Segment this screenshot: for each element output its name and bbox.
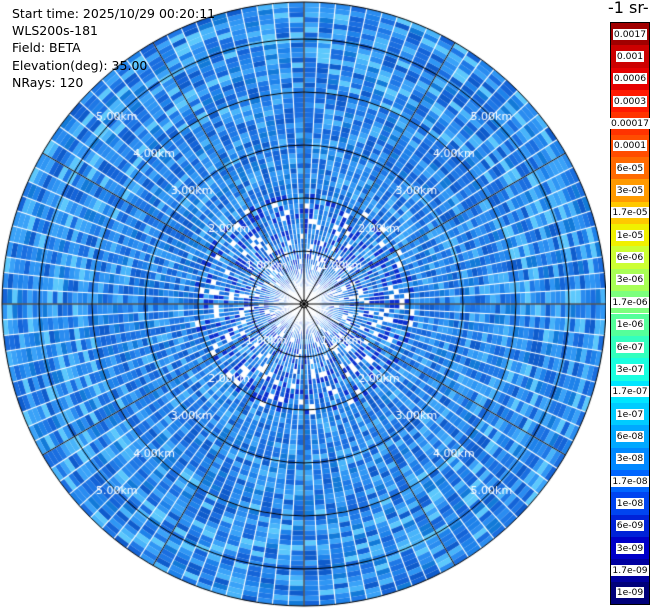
colorbar-level-label: 3e-09	[615, 542, 645, 554]
colorbar-level-label: 1.7e-08	[611, 475, 649, 487]
colorbar-level-label: 6e-07	[615, 341, 645, 353]
colorbar-level-label: 6e-08	[615, 430, 645, 442]
colorbar-level: 6e-05	[611, 157, 649, 180]
colorbar-level-label: 1.7e-07	[611, 386, 649, 398]
colorbar-unit-label: -1 sr-	[606, 0, 649, 17]
colorbar-level-label: 0.0006	[612, 73, 648, 85]
colorbar-level-label: 3e-05	[615, 185, 645, 197]
colorbar-level: 0.0017	[611, 23, 649, 46]
colorbar-level: 1e-08	[611, 492, 649, 515]
colorbar-level: 0.0003	[611, 90, 649, 113]
colorbar-level: 3e-06	[611, 268, 649, 292]
colorbar-level-label: 1.7e-06	[611, 296, 649, 308]
colorbar-level-label: 1e-09	[615, 587, 645, 599]
colorbar-level-label: 0.001	[615, 51, 645, 63]
colorbar-level: 0.0006	[611, 67, 649, 91]
colorbar-level-label: 3e-07	[615, 363, 645, 375]
colorbar-level: 1.7e-06	[611, 291, 649, 314]
colorbar-level: 1e-05	[611, 224, 649, 247]
colorbar-level: 3e-05	[611, 179, 649, 202]
colorbar-level: 0.0001	[611, 134, 649, 158]
colorbar-level: 1e-07	[611, 402, 649, 426]
nrays-text: NRays: 120	[12, 74, 84, 90]
colorbar-level: 3e-08	[611, 447, 649, 470]
colorbar-level-label: 0.0003	[612, 95, 648, 107]
start-time-text: Start time: 2025/10/29 00:20:11	[12, 6, 216, 21]
colorbar-level: 1.7e-07	[611, 380, 649, 403]
colorbar-level-label: 1e-07	[615, 408, 645, 420]
colorbar-level-label: 1e-08	[615, 497, 645, 509]
colorbar-level: 1.7e-08	[611, 469, 649, 493]
colorbar-level-label: 0.00017	[610, 118, 650, 130]
colorbar-level: 6e-08	[611, 425, 649, 448]
ppi-plot-canvas	[0, 0, 606, 610]
colorbar-level-label: 0.0001	[612, 140, 648, 152]
scan-info: Start time: 2025/10/29 00:20:11 WLS200s-…	[12, 5, 215, 91]
colorbar-level: 6e-07	[611, 335, 649, 359]
colorbar-level-label: 3e-08	[615, 453, 645, 465]
colorbar-level: 6e-09	[611, 514, 649, 537]
colorbar: 0.0017 0.001 0.0006 0.0003 0.00017 0.0001 6e-0…	[610, 22, 650, 605]
elevation-text: Elevation(deg): 35.00	[12, 57, 148, 73]
instrument-text: WLS200s-181	[12, 23, 98, 39]
colorbar-level: 1e-06	[611, 313, 649, 336]
colorbar-level: 0.00017	[610, 112, 650, 135]
colorbar-level-label: 3e-06	[615, 274, 645, 286]
colorbar-level-label: 1.7e-05	[611, 207, 649, 219]
colorbar-level: 1.7e-09	[611, 559, 649, 582]
colorbar-level-label: 1e-06	[615, 319, 645, 331]
colorbar-level: 1e-09	[611, 581, 649, 604]
field-text: Field: BETA	[12, 40, 81, 56]
colorbar-level: 3e-09	[611, 536, 649, 560]
colorbar-level-label: 6e-05	[615, 162, 645, 174]
colorbar-level: 3e-07	[611, 358, 649, 381]
colorbar-level: 6e-06	[611, 246, 649, 269]
colorbar-level: 0.001	[611, 45, 649, 68]
colorbar-level-label: 1e-05	[615, 229, 645, 241]
colorbar-level-label: 0.0017	[612, 28, 648, 40]
colorbar-level: 1.7e-05	[611, 201, 649, 225]
colorbar-level-label: 6e-09	[615, 520, 645, 532]
colorbar-level-label: 6e-06	[615, 252, 645, 264]
colorbar-level-label: 1.7e-09	[611, 564, 649, 576]
